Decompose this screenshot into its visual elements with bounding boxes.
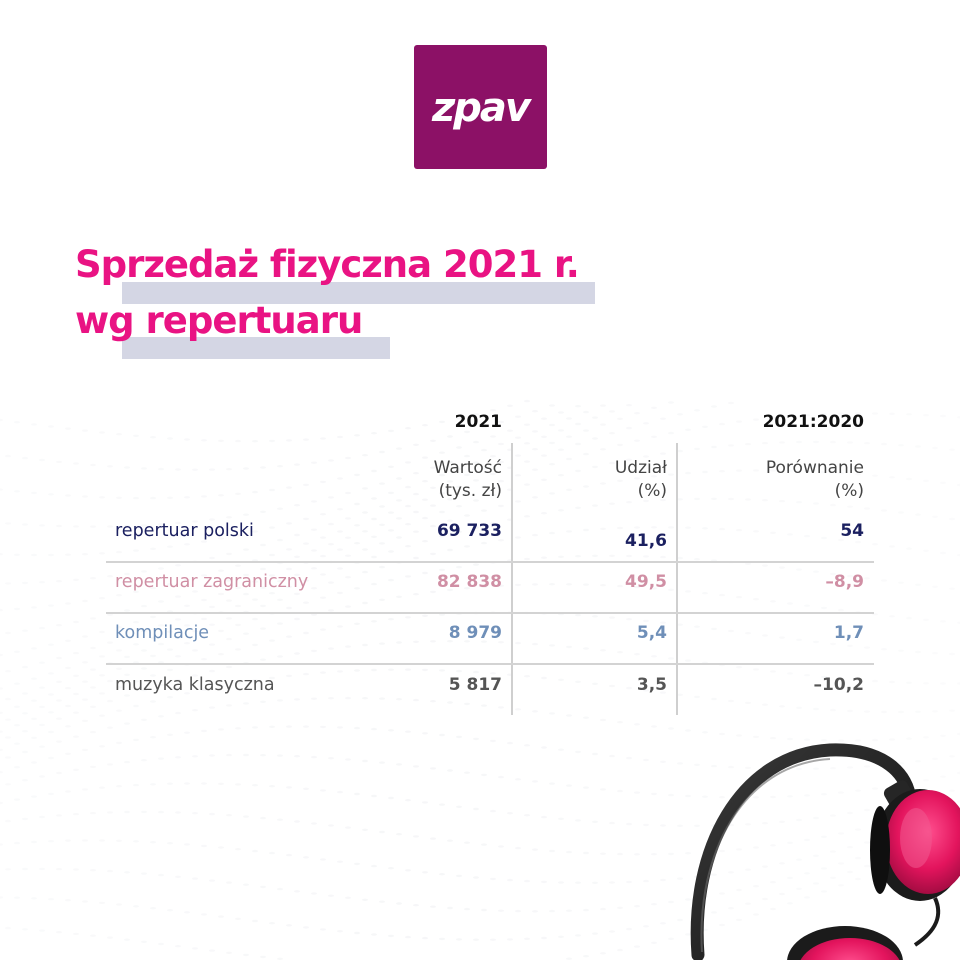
table-cell: 41,6 bbox=[625, 531, 667, 551]
table-cell: 54 bbox=[840, 521, 864, 541]
row-label: repertuar polski bbox=[115, 521, 254, 541]
headphones-icon bbox=[690, 743, 960, 960]
column-header-comparison: Porównanie (%) bbox=[766, 457, 864, 503]
group-header-2021-2020: 2021:2020 bbox=[762, 412, 864, 432]
column-header-share: Udział (%) bbox=[615, 457, 667, 503]
column-header-value-line2: (tys. zł) bbox=[438, 481, 502, 501]
title-line-2: wg repertuaru bbox=[75, 299, 579, 359]
ear-cup-bottom bbox=[787, 926, 903, 960]
row-label: kompilacje bbox=[115, 623, 210, 643]
table-cell: 82 838 bbox=[436, 572, 502, 592]
table-cell: 49,5 bbox=[625, 572, 667, 592]
column-header-value-line1: Wartość bbox=[433, 458, 502, 478]
logo-text: zpav bbox=[432, 85, 531, 131]
column-header-comparison-line1: Porównanie bbox=[765, 458, 864, 478]
row-divider-2 bbox=[106, 612, 874, 614]
page-title: Sprzedaż fizyczna 2021 r. wg repertuaru bbox=[75, 243, 595, 359]
column-header-value: Wartość (tys. zł) bbox=[434, 457, 502, 503]
table-cell: 3,5 bbox=[636, 675, 667, 695]
table-cell: 69 733 bbox=[436, 521, 502, 541]
table-cell: 5,4 bbox=[636, 623, 667, 643]
row-divider-3 bbox=[106, 663, 874, 665]
row-label: repertuar zagraniczny bbox=[115, 572, 309, 592]
headband bbox=[690, 743, 917, 960]
zpav-logo: zpav bbox=[414, 45, 547, 169]
title-highlight-2 bbox=[122, 337, 390, 359]
table-cell: 8 979 bbox=[448, 623, 502, 643]
group-header-2021: 2021 bbox=[454, 412, 502, 432]
title-text-1: Sprzedaż fizyczna 2021 r. bbox=[75, 243, 580, 286]
row-divider-1 bbox=[106, 561, 874, 563]
title-line-1: Sprzedaż fizyczna 2021 r. bbox=[75, 243, 595, 304]
column-header-share-line1: Udział bbox=[614, 458, 667, 478]
title-text-2: wg repertuaru bbox=[75, 299, 363, 342]
column-header-share-line2: (%) bbox=[637, 481, 667, 501]
column-divider-1 bbox=[511, 443, 513, 715]
table-cell: 5 817 bbox=[448, 675, 502, 695]
column-divider-2 bbox=[676, 443, 678, 715]
table-cell: –10,2 bbox=[813, 675, 864, 695]
ear-cup-top bbox=[870, 789, 960, 901]
column-header-comparison-line2: (%) bbox=[834, 481, 864, 501]
table-cell: 1,7 bbox=[833, 623, 864, 643]
table-cell: –8,9 bbox=[825, 572, 864, 592]
title-highlight-1 bbox=[122, 282, 595, 304]
row-label: muzyka klasyczna bbox=[115, 675, 275, 695]
